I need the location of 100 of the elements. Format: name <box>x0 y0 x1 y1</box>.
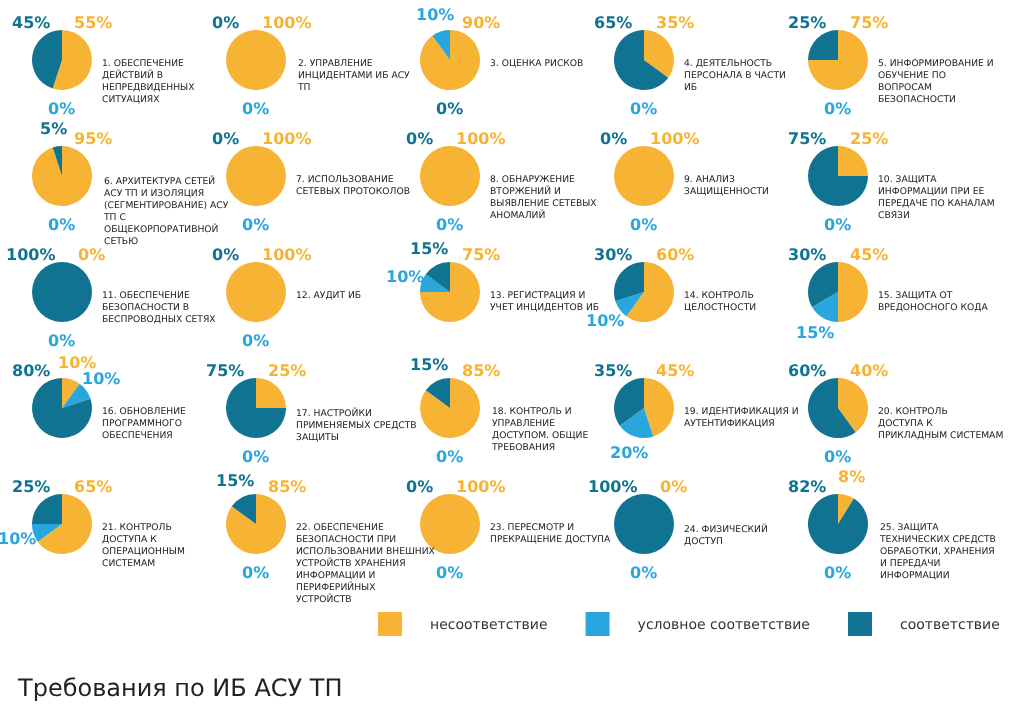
pie-slice <box>808 494 868 554</box>
data-label: 45% <box>850 246 889 264</box>
text: 0% <box>242 100 270 118</box>
data-label: 30% <box>594 246 633 264</box>
pie-slice <box>808 30 868 90</box>
text: 0% <box>212 14 240 32</box>
data-label: 100% <box>6 246 56 264</box>
data-label: 60% <box>788 362 827 380</box>
data-label: 15% <box>216 472 255 490</box>
text: 0% <box>660 478 688 496</box>
data-label: 65% <box>594 14 633 32</box>
text: 0% <box>212 130 240 148</box>
text: 0% <box>630 100 658 118</box>
data-label: 10% <box>0 530 37 548</box>
data-label: 10% <box>82 370 121 388</box>
data-label: 60% <box>656 246 695 264</box>
text: 0% <box>436 100 464 118</box>
text: 0% <box>48 100 76 118</box>
text: 0% <box>630 216 658 234</box>
pie-slice <box>838 378 868 433</box>
text: Требования по ИБ АСУ ТП <box>16 674 343 702</box>
data-label: 95% <box>74 130 113 148</box>
text: 0% <box>824 100 852 118</box>
data-label: 100% <box>262 130 312 148</box>
text: 0% <box>824 564 852 582</box>
data-label: 10% <box>386 268 425 286</box>
pie-slice <box>420 262 480 322</box>
data-label: 15% <box>410 356 449 374</box>
data-label: 10% <box>416 6 455 24</box>
pie-slice <box>37 494 92 554</box>
data-label: 35% <box>656 14 695 32</box>
text: 0% <box>48 332 76 350</box>
data-label: 85% <box>268 478 307 496</box>
data-label: 15% <box>796 324 835 342</box>
data-label: 100% <box>456 130 506 148</box>
pie-slice <box>838 146 868 176</box>
pie-slice <box>32 524 62 542</box>
text: 0% <box>78 246 106 264</box>
text: 0% <box>48 216 76 234</box>
pie-slice <box>812 292 838 322</box>
pie-slice <box>32 494 62 524</box>
pie-slice <box>62 383 91 408</box>
pie-slice <box>420 274 450 292</box>
pie-slice <box>626 262 674 322</box>
pie-slice <box>32 146 92 206</box>
text: 0% <box>824 216 852 234</box>
pie-slice <box>226 494 286 554</box>
pie-slice <box>614 378 644 426</box>
data-label: 25% <box>12 478 51 496</box>
pie-slice <box>619 408 654 438</box>
pie-slice <box>644 30 674 78</box>
pie-slice <box>838 494 854 524</box>
data-label: 100% <box>456 478 506 496</box>
pie-slice <box>432 30 450 60</box>
data-label: 30% <box>788 246 827 264</box>
text: 0% <box>242 332 270 350</box>
text: 0% <box>406 478 434 496</box>
pie-slice <box>425 262 450 292</box>
data-label: 40% <box>850 362 889 380</box>
text: 0% <box>436 564 464 582</box>
text: 0% <box>630 564 658 582</box>
data-label: 25% <box>788 14 827 32</box>
data-label: 8% <box>838 468 866 486</box>
data-label: 45% <box>656 362 695 380</box>
data-label: 10% <box>586 312 625 330</box>
data-label: 80% <box>12 362 51 380</box>
data-label: 75% <box>850 14 889 32</box>
data-label: 25% <box>268 362 307 380</box>
data-label: 10% <box>58 354 97 372</box>
data-label: 15% <box>410 240 449 258</box>
pie-slice <box>256 378 286 408</box>
pie-slice <box>615 292 644 317</box>
pie-slice <box>614 262 644 302</box>
text: 0% <box>600 130 628 148</box>
pie-slice <box>226 378 286 438</box>
text: 0% <box>406 130 434 148</box>
pie-slice <box>644 378 674 437</box>
data-label: 25% <box>850 130 889 148</box>
data-label: 100% <box>650 130 700 148</box>
data-label: 35% <box>594 362 633 380</box>
text: 0% <box>824 448 852 466</box>
pie-slice <box>838 262 868 322</box>
data-label: 75% <box>788 130 827 148</box>
text: 0% <box>242 564 270 582</box>
data-label: 5% <box>40 120 68 138</box>
pie-slice <box>62 378 80 408</box>
text: 0% <box>436 448 464 466</box>
text: 0% <box>212 246 240 264</box>
data-label: 20% <box>610 444 649 462</box>
text: 0% <box>436 216 464 234</box>
pie-slice <box>420 30 480 90</box>
data-label: 100% <box>588 478 638 496</box>
pie-slice <box>808 146 868 206</box>
pie-slice <box>231 494 256 524</box>
pie-slice <box>420 378 480 438</box>
pie-slice <box>52 30 92 90</box>
data-label: 90% <box>462 14 501 32</box>
pie-slice <box>425 378 450 408</box>
data-label: 100% <box>262 246 312 264</box>
text: 0% <box>242 448 270 466</box>
